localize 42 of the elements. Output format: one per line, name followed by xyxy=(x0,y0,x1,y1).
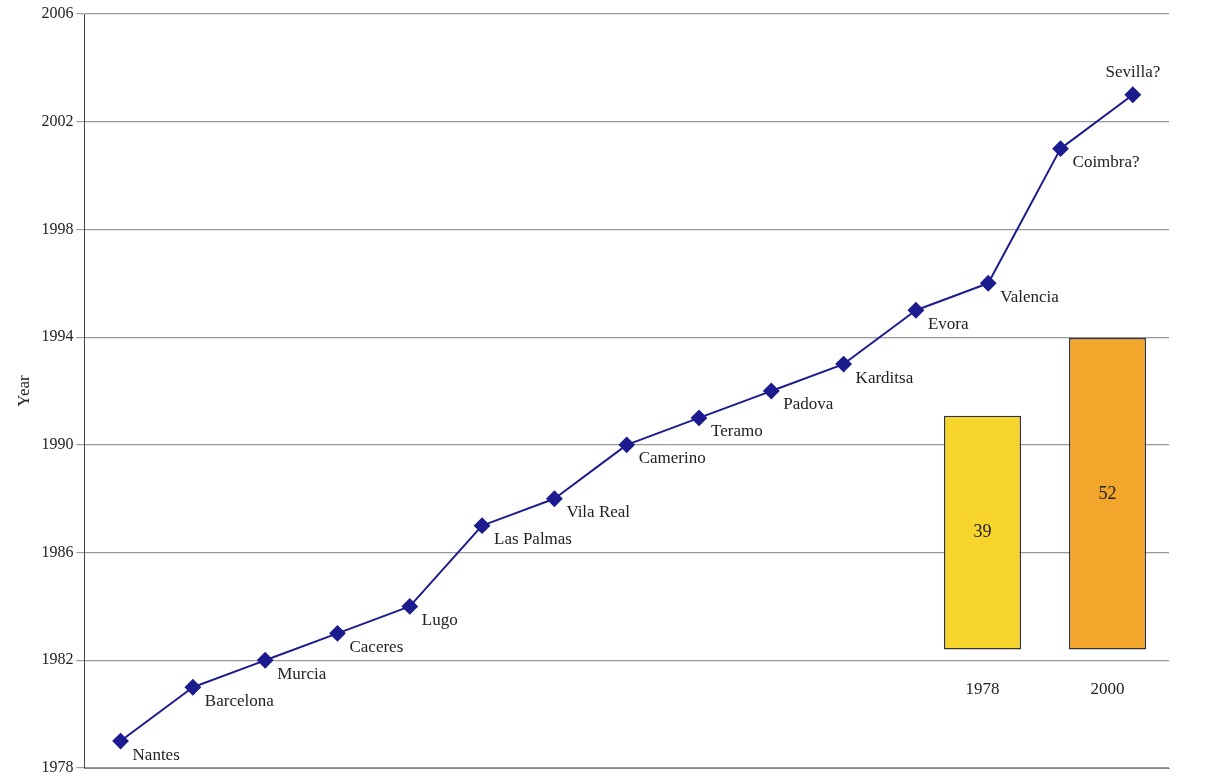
x-tick-label: 2000 xyxy=(1090,679,1125,699)
annotation: Vila Real xyxy=(566,502,631,522)
annotation: Karditsa xyxy=(855,367,914,387)
point xyxy=(1124,86,1141,103)
y-tick-label: 1978 xyxy=(41,758,74,776)
point xyxy=(474,517,491,534)
point xyxy=(329,625,346,642)
annotation: Las Palmas xyxy=(494,529,572,549)
point xyxy=(1052,140,1069,157)
point xyxy=(691,409,708,426)
y-tick-label: 1990 xyxy=(41,435,74,453)
y-axis-title: Year xyxy=(13,375,33,407)
annotation: Sevilla? xyxy=(1105,62,1161,82)
annotation: Coimbra? xyxy=(1072,152,1140,172)
annotation: Teramo xyxy=(711,421,763,441)
point xyxy=(618,436,635,453)
y-tick-label: 1982 xyxy=(41,650,74,668)
y-tick-label: 1998 xyxy=(41,219,74,237)
annotation: Barcelona xyxy=(204,690,275,710)
y-tick-label: 1986 xyxy=(41,542,74,560)
point xyxy=(546,490,563,507)
point xyxy=(907,302,924,319)
annotation: Camerino xyxy=(638,448,706,468)
data-label: 52 xyxy=(1098,482,1117,503)
point xyxy=(763,383,780,399)
annotation: Evora xyxy=(927,313,969,333)
y-tick-label: 2006 xyxy=(41,4,74,22)
y-tick-label: 1994 xyxy=(41,327,74,345)
point xyxy=(184,679,201,696)
point xyxy=(980,275,997,292)
annotation: Nantes xyxy=(132,744,180,764)
data-label: 39 xyxy=(973,521,992,542)
point xyxy=(835,356,852,373)
annotation: Caceres xyxy=(349,636,404,656)
point xyxy=(401,598,418,615)
annotation: Padova xyxy=(783,394,834,414)
annotation: Murcia xyxy=(277,663,327,683)
y-tick-label: 2002 xyxy=(41,111,74,129)
annotation: Valencia xyxy=(1000,286,1060,306)
annotation: Lugo xyxy=(421,609,458,629)
point xyxy=(112,733,129,750)
point xyxy=(257,652,274,669)
